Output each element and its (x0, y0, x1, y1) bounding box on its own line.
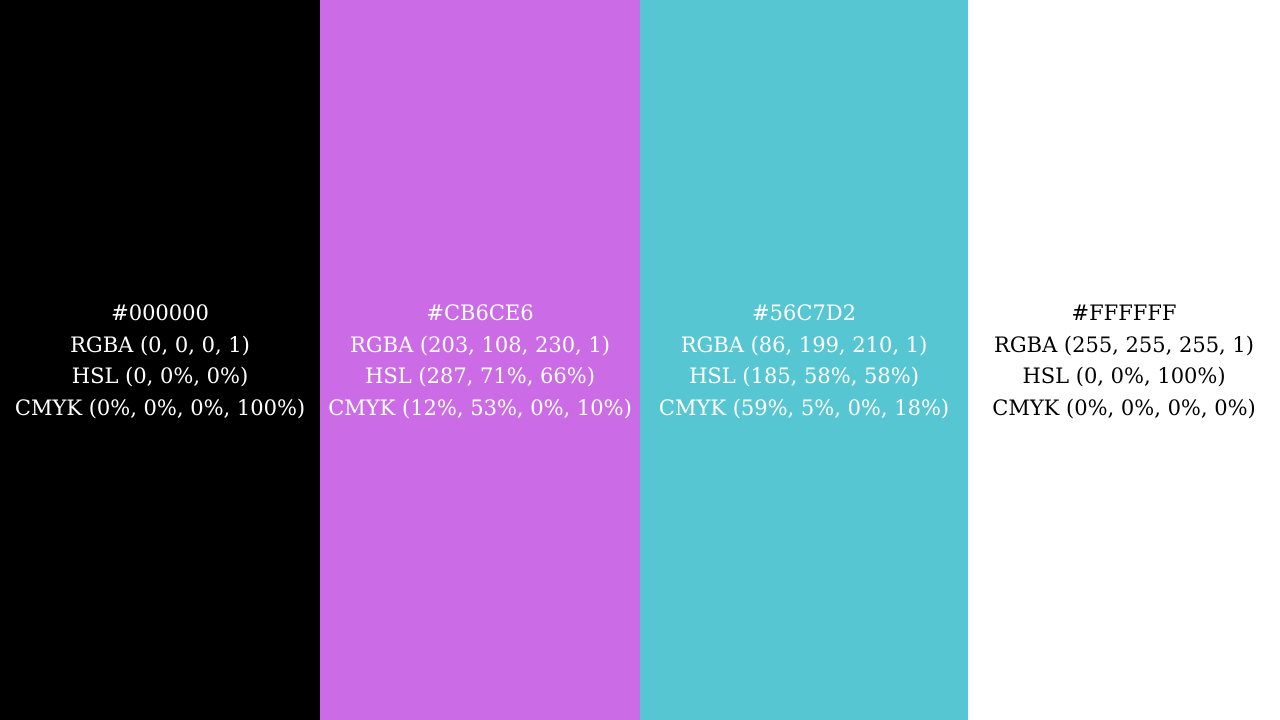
rgba-label: RGBA (203, 108, 230, 1) (350, 332, 610, 357)
color-swatch-purple: #CB6CE6 RGBA (203, 108, 230, 1) HSL (287… (320, 0, 640, 720)
rgba-label: RGBA (0, 0, 0, 1) (70, 332, 250, 357)
hex-label: #CB6CE6 (426, 301, 534, 325)
rgba-label: RGBA (86, 199, 210, 1) (680, 332, 928, 357)
hsl-label: HSL (0, 0%, 100%) (1022, 364, 1226, 388)
hsl-label: HSL (0, 0%, 0%) (71, 364, 249, 388)
cmyk-label: CMYK (0%, 0%, 0%, 0%) (992, 395, 1256, 420)
hsl-label: HSL (185, 58%, 58%) (689, 364, 919, 388)
color-swatch-white: #FFFFFF RGBA (255, 255, 255, 1) HSL (0, … (968, 0, 1280, 720)
hex-label: #000000 (111, 301, 209, 325)
hsl-label: HSL (287, 71%, 66%) (365, 364, 595, 388)
rgba-label: RGBA (255, 255, 255, 1) (994, 332, 1254, 357)
cmyk-label: CMYK (12%, 53%, 0%, 10%) (328, 395, 632, 420)
color-swatch-cyan: #56C7D2 RGBA (86, 199, 210, 1) HSL (185,… (640, 0, 968, 720)
cmyk-label: CMYK (59%, 5%, 0%, 18%) (658, 395, 950, 420)
cmyk-label: CMYK (0%, 0%, 0%, 100%) (14, 395, 306, 420)
color-swatch-black: #000000 RGBA (0, 0, 0, 1) HSL (0, 0%, 0%… (0, 0, 320, 720)
hex-label: #56C7D2 (752, 301, 856, 325)
hex-label: #FFFFFF (1071, 301, 1177, 325)
